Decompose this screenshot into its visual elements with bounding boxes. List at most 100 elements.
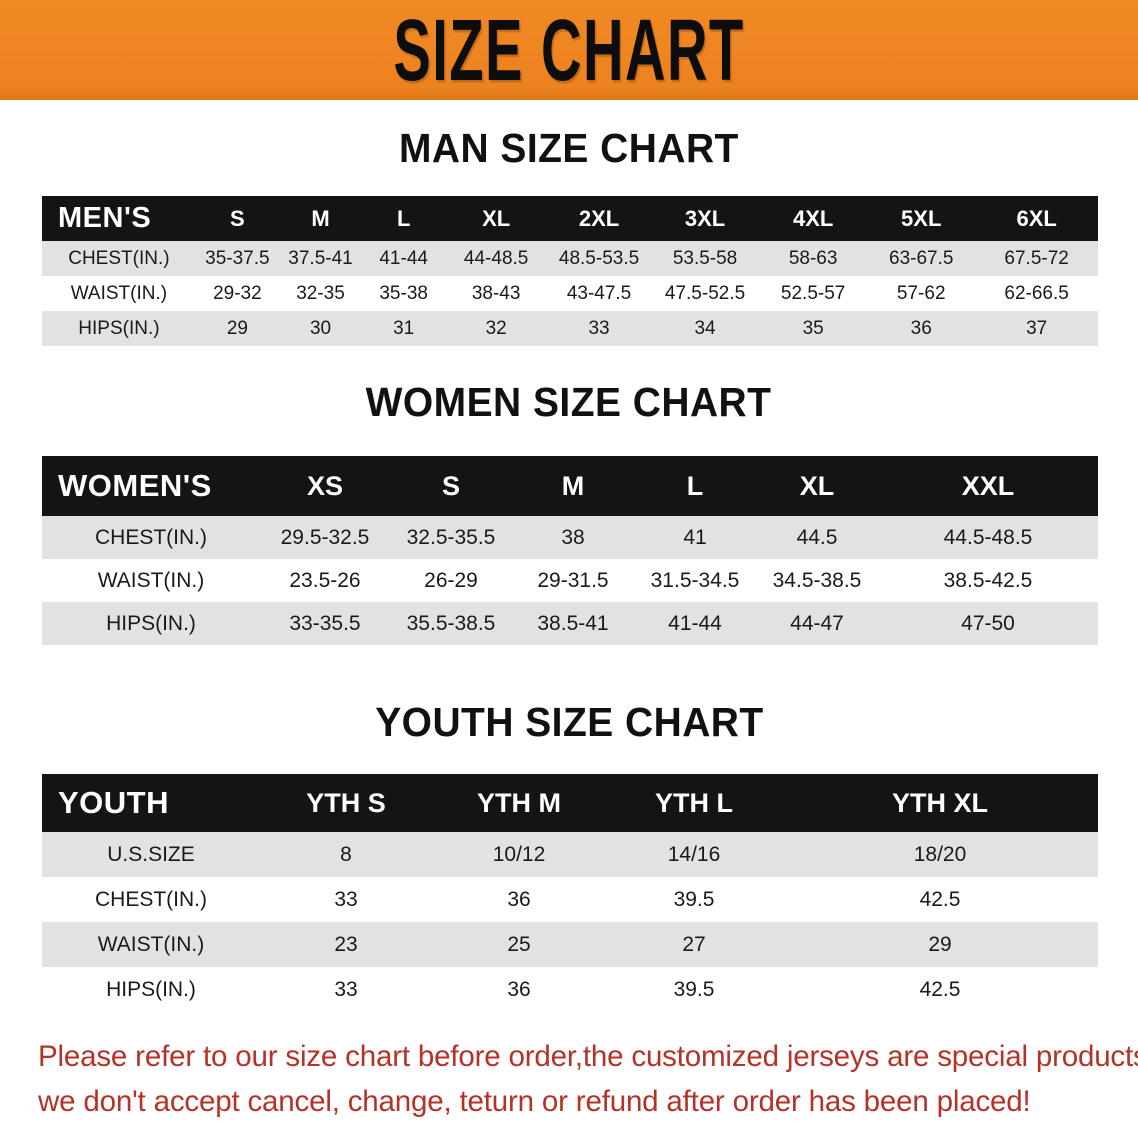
women-header-label: WOMEN'S <box>58 468 212 503</box>
men-column-header-5xl: 5XL <box>901 205 942 231</box>
women-chest-xs: 29.5-32.5 <box>280 525 370 549</box>
women-column-header-l: L <box>686 470 704 501</box>
women-waist-xxl: 38.5-42.5 <box>943 568 1033 592</box>
men-column-header-xl: XL <box>482 205 511 231</box>
women-row-label-hips: HIPS(IN.) <box>106 611 196 635</box>
women-section-title: WOMEN SIZE CHART <box>0 380 1138 424</box>
women-hips-m: 38.5-41 <box>537 611 609 635</box>
men-column-header-m: M <box>311 205 330 231</box>
table-row: HIPS(IN.) 33 36 39.5 42.5 <box>42 967 1098 1012</box>
women-chest-xl: 44.5 <box>796 525 838 549</box>
men-hips-l: 31 <box>393 317 415 339</box>
women-chest-l: 41 <box>683 525 707 549</box>
youth-chest-l: 39.5 <box>673 887 715 911</box>
women-hips-l: 41-44 <box>668 611 722 635</box>
youth-table-header-row: YOUTH YTH S YTH M YTH L YTH XL <box>42 774 1098 832</box>
youth-section-title-text: YOUTH SIZE CHART <box>374 699 764 745</box>
women-waist-xl: 34.5-38.5 <box>772 568 862 592</box>
men-chest-6xl: 67.5-72 <box>1004 247 1069 269</box>
table-row: WAIST(IN.) 29-32 32-35 35-38 38-43 43-47… <box>42 276 1098 311</box>
table-row: CHEST(IN.) 29.5-32.5 32.5-35.5 38 41 44.… <box>42 516 1098 559</box>
men-waist-m: 32-35 <box>296 282 345 304</box>
youth-column-header-m: YTH M <box>477 787 561 818</box>
page-banner: SIZE CHART <box>0 0 1138 100</box>
women-hips-s: 35.5-38.5 <box>406 611 496 635</box>
men-section-title: MAN SIZE CHART <box>0 126 1138 170</box>
youth-chest-xl: 42.5 <box>919 887 961 911</box>
women-row-label-waist: WAIST(IN.) <box>97 568 205 592</box>
youth-row-label-ussize: U.S.SIZE <box>107 842 195 866</box>
men-row-label-waist: WAIST(IN.) <box>70 282 168 304</box>
women-chest-m: 38 <box>561 525 585 549</box>
men-waist-s: 29-32 <box>213 282 262 304</box>
youth-ussize-l: 14/16 <box>667 842 721 866</box>
men-waist-4xl: 52.5-57 <box>780 282 846 304</box>
men-table-header-row: MEN'S S M L XL 2XL 3XL 4XL 5XL 6XL <box>42 196 1098 241</box>
youth-hips-xl: 42.5 <box>919 977 961 1001</box>
women-hips-xxl: 47-50 <box>961 611 1015 635</box>
youth-section-title: YOUTH SIZE CHART <box>0 700 1138 744</box>
men-column-header-6xl: 6XL <box>1016 205 1057 231</box>
men-section-title-text: MAN SIZE CHART <box>399 125 739 171</box>
men-hips-xl: 32 <box>485 317 507 339</box>
men-hips-2xl: 33 <box>588 317 610 339</box>
disclaimer-line-1: Please refer to our size chart before or… <box>38 1040 1138 1073</box>
youth-ussize-m: 10/12 <box>492 842 546 866</box>
men-chest-3xl: 53.5-58 <box>672 247 738 269</box>
youth-header-label: YOUTH <box>58 785 169 820</box>
banner-title: SIZE CHART <box>393 0 745 100</box>
women-column-header-xxl: XXL <box>961 470 1015 501</box>
men-column-header-3xl: 3XL <box>684 205 726 231</box>
women-waist-s: 26-29 <box>424 568 478 592</box>
women-waist-xs: 23.5-26 <box>289 568 361 592</box>
women-column-header-xl: XL <box>799 470 835 501</box>
youth-column-header-xl: YTH XL <box>891 787 988 818</box>
women-section-title-text: WOMEN SIZE CHART <box>366 379 772 425</box>
women-size-table: WOMEN'S XS S M L XL XXL CHEST(IN.) 29.5-… <box>42 456 1098 645</box>
disclaimer-text: Please refer to our size chart before or… <box>38 1034 1138 1124</box>
men-waist-6xl: 62-66.5 <box>1004 282 1069 304</box>
youth-waist-s: 23 <box>334 932 358 956</box>
table-row: WAIST(IN.) 23.5-26 26-29 29-31.5 31.5-34… <box>42 559 1098 602</box>
youth-waist-xl: 29 <box>928 932 952 956</box>
women-row-label-chest: CHEST(IN.) <box>95 525 207 549</box>
men-size-table: MEN'S S M L XL 2XL 3XL 4XL 5XL 6XL CHEST… <box>42 196 1098 346</box>
men-waist-l: 35-38 <box>379 282 428 304</box>
men-waist-3xl: 47.5-52.5 <box>664 282 746 304</box>
table-row: CHEST(IN.) 35-37.5 37.5-41 41-44 44-48.5… <box>42 241 1098 276</box>
men-chest-4xl: 58-63 <box>788 247 838 269</box>
men-chest-xl: 44-48.5 <box>463 247 529 269</box>
disclaimer-line-2: we don't accept cancel, change, teturn o… <box>38 1085 1031 1118</box>
men-hips-4xl: 35 <box>802 317 824 339</box>
youth-row-label-waist: WAIST(IN.) <box>97 932 205 956</box>
women-column-header-s: S <box>441 470 460 501</box>
men-chest-s: 35-37.5 <box>205 247 270 269</box>
women-hips-xs: 33-35.5 <box>289 611 361 635</box>
youth-size-table: YOUTH YTH S YTH M YTH L YTH XL U.S.SIZE … <box>42 774 1098 1012</box>
men-hips-s: 29 <box>226 317 248 339</box>
youth-column-header-s: YTH S <box>306 787 386 818</box>
women-column-header-m: M <box>561 470 585 501</box>
men-chest-5xl: 63-67.5 <box>889 247 954 269</box>
men-column-header-s: S <box>230 205 245 231</box>
youth-row-label-chest: CHEST(IN.) <box>95 887 207 911</box>
youth-ussize-s: 8 <box>340 842 352 866</box>
women-hips-xl: 44-47 <box>790 611 844 635</box>
men-waist-5xl: 57-62 <box>896 282 946 304</box>
men-hips-m: 30 <box>309 317 332 339</box>
men-waist-2xl: 43-47.5 <box>566 282 632 304</box>
men-hips-5xl: 36 <box>910 317 932 339</box>
table-row: U.S.SIZE 8 10/12 14/16 18/20 <box>42 832 1098 877</box>
men-row-label-chest: CHEST(IN.) <box>68 247 170 269</box>
youth-chest-m: 36 <box>507 887 531 911</box>
youth-ussize-xl: 18/20 <box>913 842 967 866</box>
youth-column-header-l: YTH L <box>655 787 733 818</box>
men-column-header-l: L <box>396 205 411 231</box>
youth-chest-s: 33 <box>334 887 358 911</box>
men-chest-2xl: 48.5-53.5 <box>558 247 640 269</box>
youth-row-label-hips: HIPS(IN.) <box>106 977 196 1001</box>
youth-waist-m: 25 <box>507 932 531 956</box>
table-row: WAIST(IN.) 23 25 27 29 <box>42 922 1098 967</box>
women-waist-m: 29-31.5 <box>537 568 609 592</box>
